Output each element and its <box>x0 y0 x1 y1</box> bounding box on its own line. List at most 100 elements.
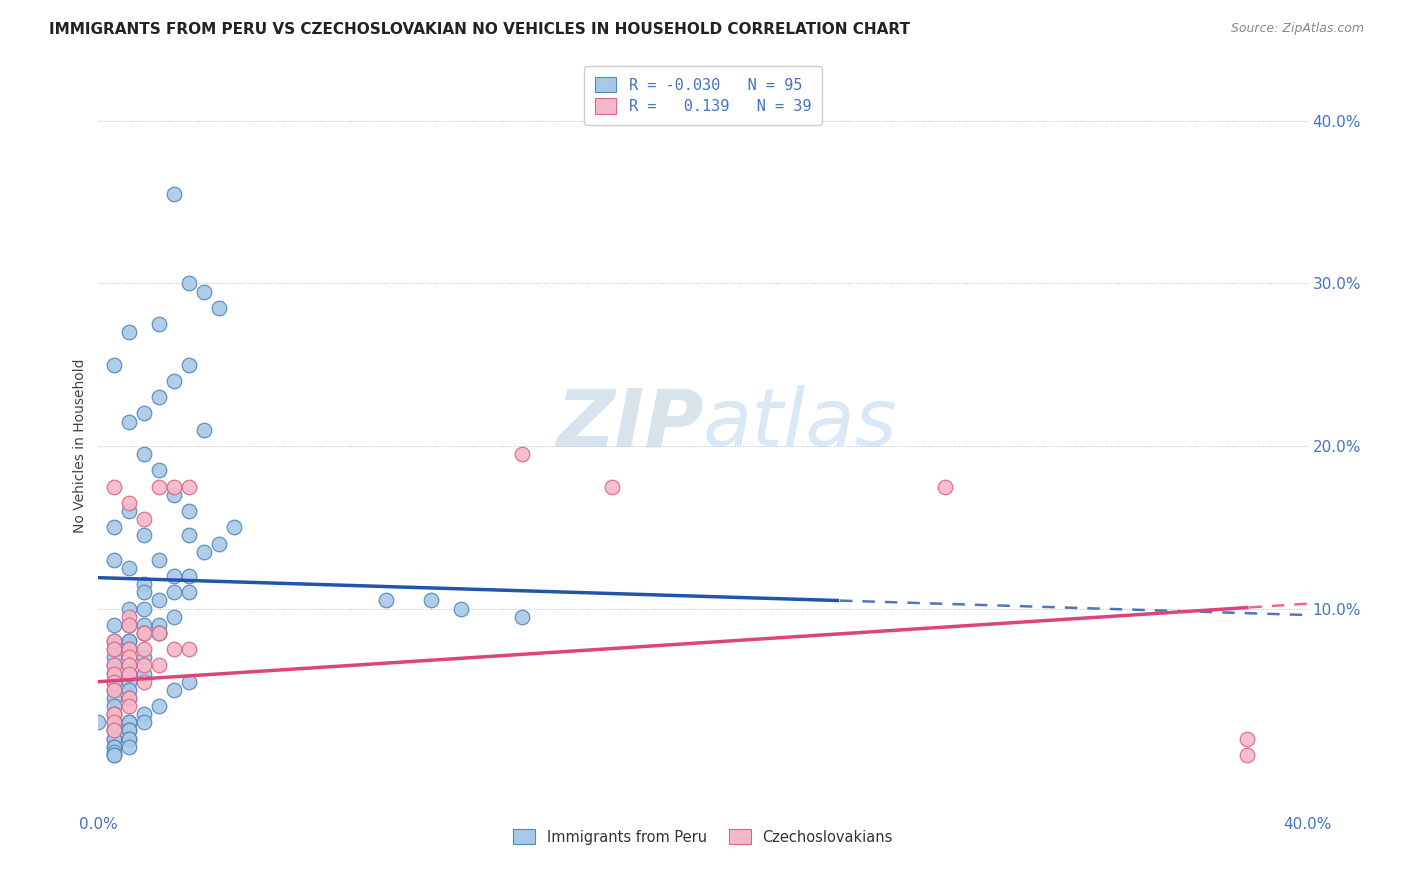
Text: atlas: atlas <box>703 385 898 463</box>
Point <box>132 674 155 689</box>
Point <box>163 682 186 697</box>
Point <box>103 747 125 762</box>
Point <box>118 634 141 648</box>
Point <box>148 553 170 567</box>
Point <box>148 699 170 714</box>
Point <box>103 739 125 754</box>
Point <box>148 480 170 494</box>
Point <box>148 317 170 331</box>
Point <box>103 358 125 372</box>
Point <box>103 723 125 738</box>
Point <box>934 480 956 494</box>
Point <box>163 480 186 494</box>
Point <box>118 715 141 730</box>
Point <box>179 504 201 518</box>
Point <box>103 723 125 738</box>
Point <box>103 747 125 762</box>
Point <box>132 601 155 615</box>
Point <box>103 682 125 697</box>
Point <box>132 658 155 673</box>
Point <box>118 658 141 673</box>
Point <box>1236 747 1258 762</box>
Point <box>103 666 125 681</box>
Point <box>103 674 125 689</box>
Point <box>132 626 155 640</box>
Point <box>103 617 125 632</box>
Point <box>132 512 155 526</box>
Point <box>118 666 141 681</box>
Point <box>179 277 201 291</box>
Point <box>118 609 141 624</box>
Point <box>103 707 125 722</box>
Y-axis label: No Vehicles in Household: No Vehicles in Household <box>73 359 87 533</box>
Point <box>118 617 141 632</box>
Point <box>179 528 201 542</box>
Point <box>103 634 125 648</box>
Point <box>148 626 170 640</box>
Point <box>163 488 186 502</box>
Point <box>132 577 155 591</box>
Point <box>118 666 141 681</box>
Point <box>118 504 141 518</box>
Point <box>132 650 155 665</box>
Point <box>118 496 141 510</box>
Point <box>118 325 141 339</box>
Point <box>103 707 125 722</box>
Point <box>179 585 201 599</box>
Point <box>103 658 125 673</box>
Point <box>118 650 141 665</box>
Point <box>179 674 201 689</box>
Point <box>103 520 125 534</box>
Point <box>103 739 125 754</box>
Text: Source: ZipAtlas.com: Source: ZipAtlas.com <box>1230 22 1364 36</box>
Point <box>163 609 186 624</box>
Point <box>87 715 110 730</box>
Point <box>103 642 125 657</box>
Point <box>118 561 141 575</box>
Legend: Immigrants from Peru, Czechoslovakians: Immigrants from Peru, Czechoslovakians <box>506 822 900 852</box>
Point <box>103 715 125 730</box>
Point <box>420 593 443 607</box>
Point <box>118 723 141 738</box>
Point <box>208 536 231 550</box>
Point <box>132 407 155 421</box>
Point <box>148 617 170 632</box>
Point <box>1236 731 1258 746</box>
Point <box>103 658 125 673</box>
Point <box>132 626 155 640</box>
Point <box>118 715 141 730</box>
Point <box>510 609 533 624</box>
Point <box>132 642 155 657</box>
Point <box>163 374 186 388</box>
Point <box>118 601 141 615</box>
Point <box>103 553 125 567</box>
Point <box>118 674 141 689</box>
Point <box>118 642 141 657</box>
Point <box>193 285 215 299</box>
Point <box>148 463 170 477</box>
Point <box>103 745 125 759</box>
Point <box>179 569 201 583</box>
Point <box>118 690 141 705</box>
Point <box>132 707 155 722</box>
Point <box>163 569 186 583</box>
Point <box>103 707 125 722</box>
Point <box>118 634 141 648</box>
Point <box>450 601 472 615</box>
Point <box>118 642 141 657</box>
Point <box>103 699 125 714</box>
Point <box>208 301 231 315</box>
Text: IMMIGRANTS FROM PERU VS CZECHOSLOVAKIAN NO VEHICLES IN HOUSEHOLD CORRELATION CHA: IMMIGRANTS FROM PERU VS CZECHOSLOVAKIAN … <box>49 22 910 37</box>
Point <box>118 415 141 429</box>
Point <box>118 642 141 657</box>
Point <box>163 585 186 599</box>
Point <box>103 715 125 730</box>
Point <box>193 423 215 437</box>
Point <box>118 731 141 746</box>
Point <box>118 617 141 632</box>
Point <box>118 723 141 738</box>
Point <box>148 626 170 640</box>
Text: ZIP: ZIP <box>555 385 703 463</box>
Point <box>118 699 141 714</box>
Point <box>103 634 125 648</box>
